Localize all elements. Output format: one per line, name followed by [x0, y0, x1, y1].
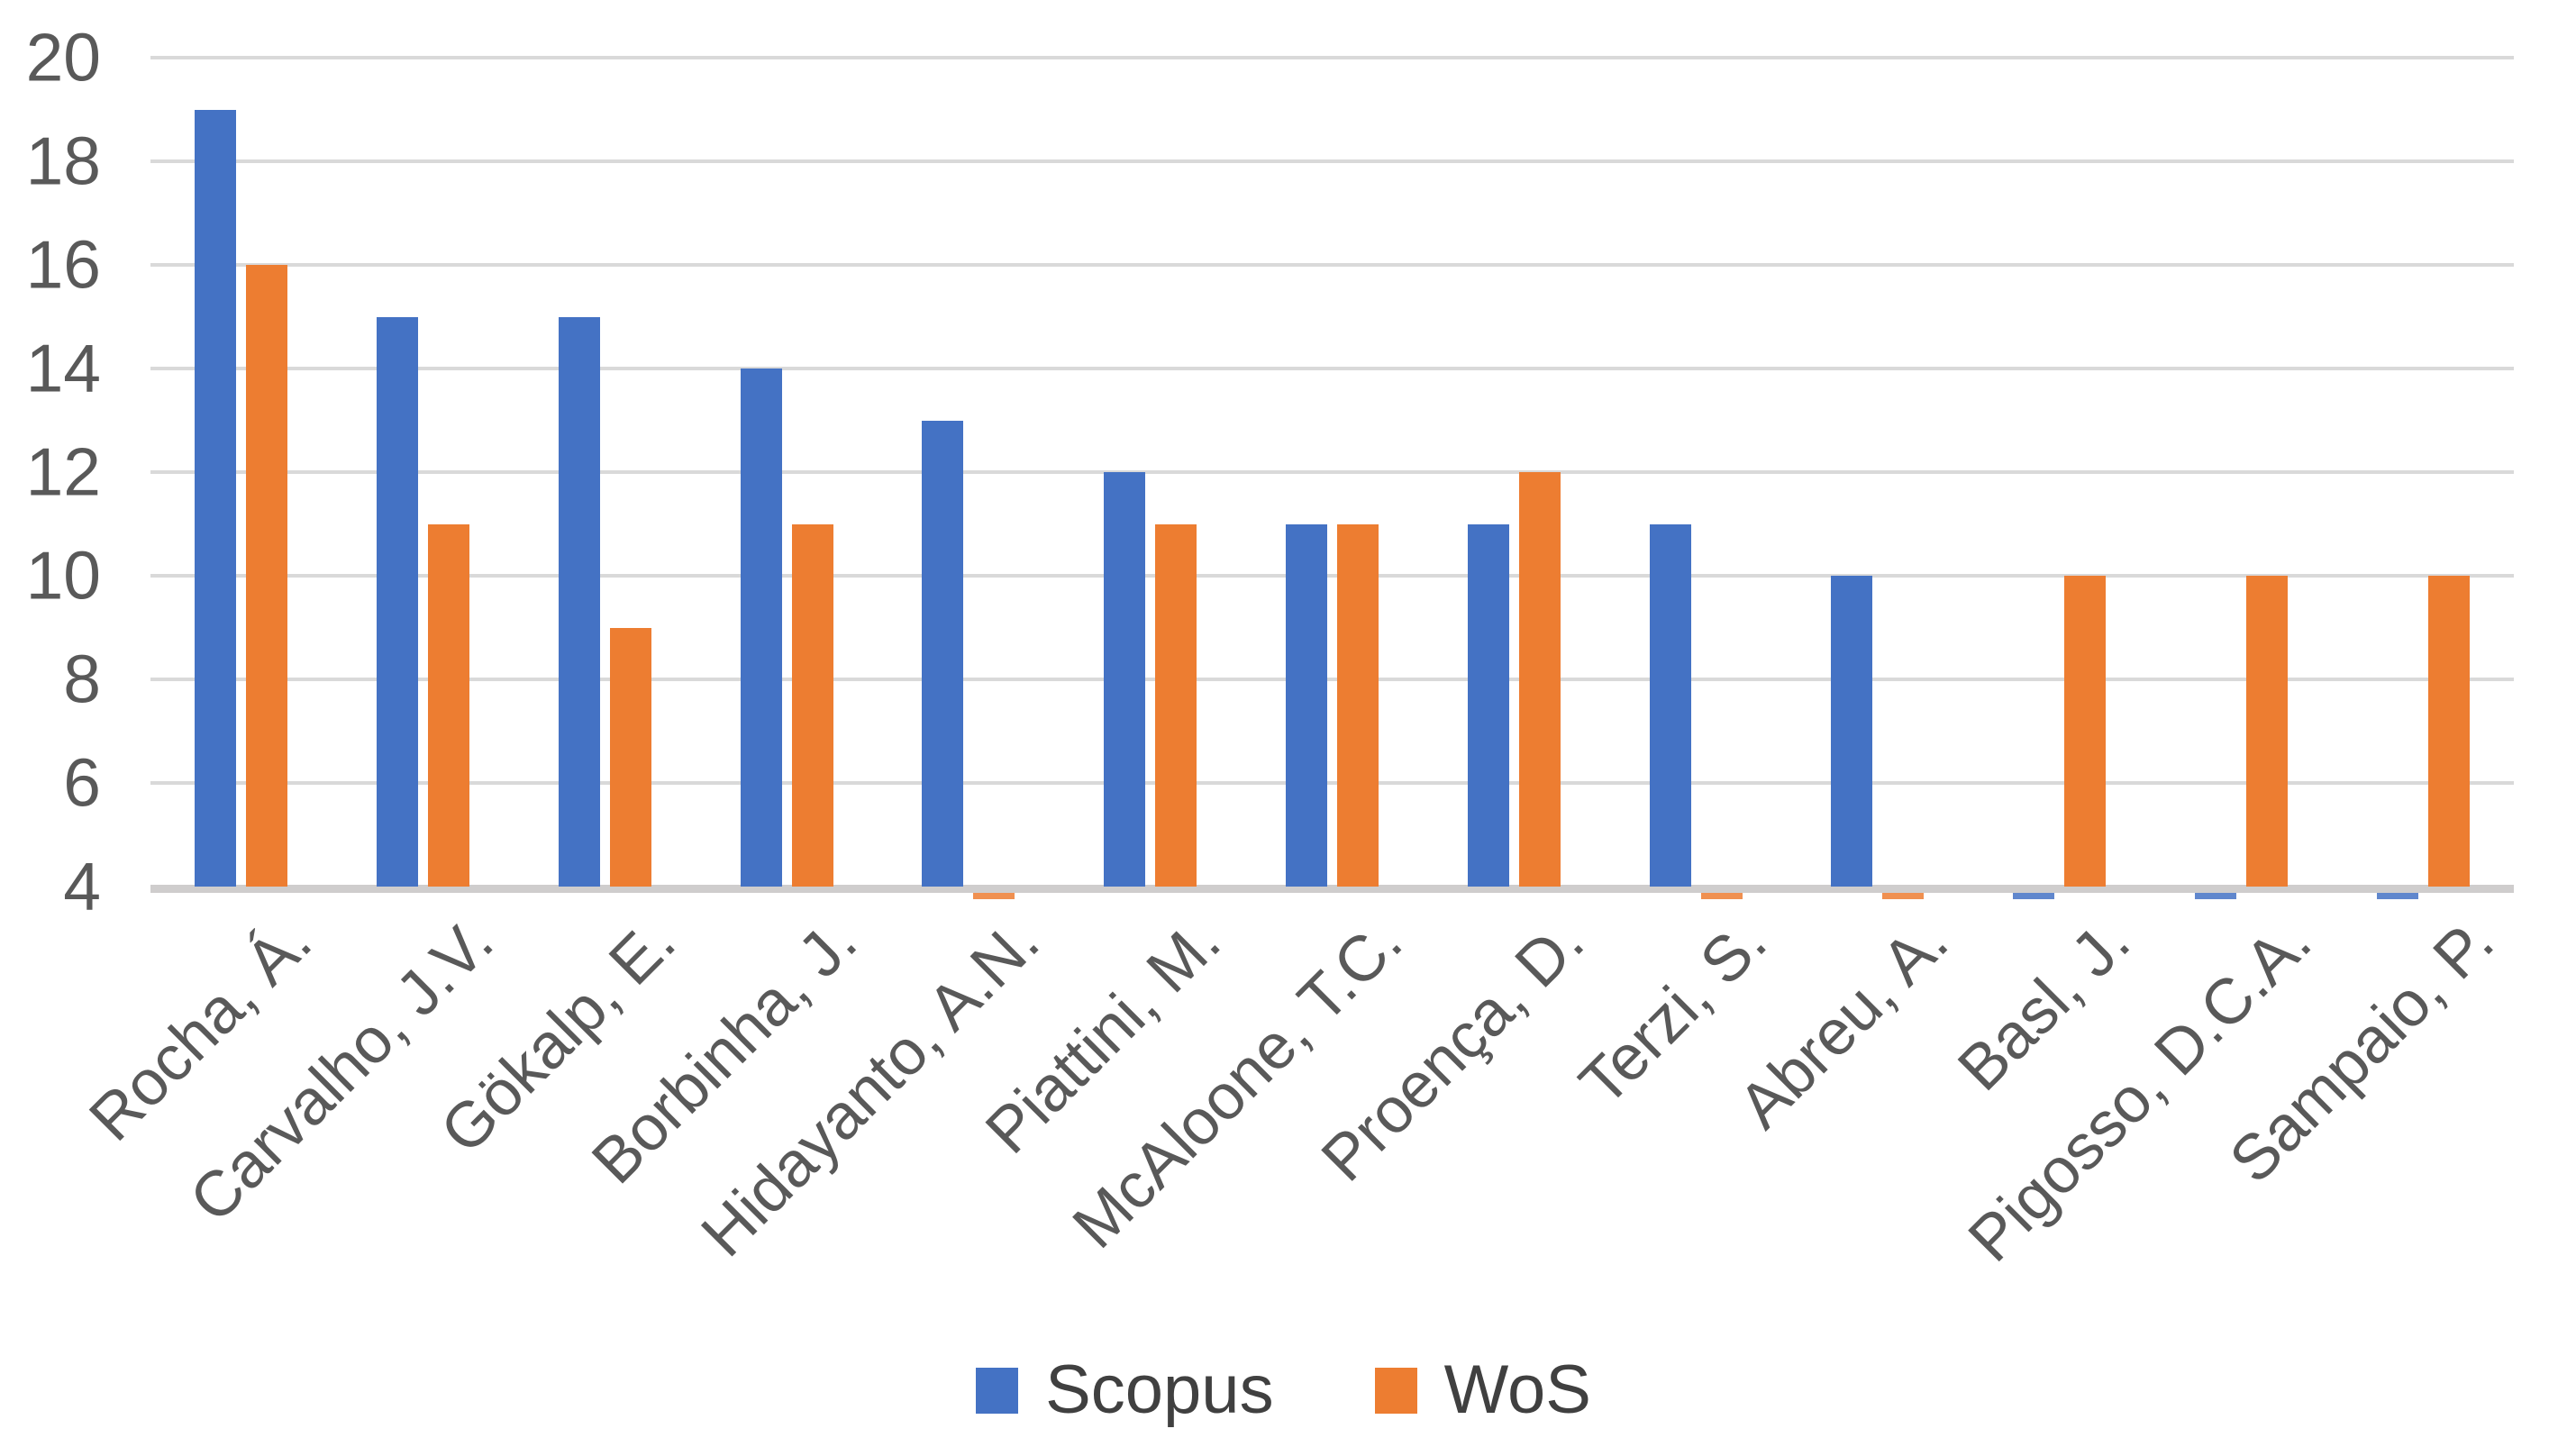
gridline: [150, 470, 2514, 474]
bar-wos: [2064, 576, 2107, 887]
y-tick-label: 4: [63, 848, 101, 924]
gridline: [150, 56, 2514, 59]
bar-scopus: [1831, 576, 1873, 887]
gridline: [150, 263, 2514, 267]
bar-wos: [1337, 523, 1379, 887]
bar-scopus-clipped: [2194, 893, 2236, 899]
legend-item-wos: WoS: [1374, 1350, 1591, 1431]
bar-scopus-clipped: [2376, 893, 2418, 899]
bar-scopus: [1649, 523, 1691, 887]
bar-scopus: [922, 420, 964, 887]
bar-scopus-clipped: [2013, 893, 2055, 899]
bar-scopus: [195, 109, 237, 887]
bar-wos: [1518, 472, 1561, 887]
legend-label-scopus: Scopus: [1045, 1351, 1274, 1428]
x-axis-line: [150, 885, 2514, 893]
bar-wos-clipped: [1882, 893, 1925, 899]
bar-wos: [1155, 523, 1197, 887]
bar-wos: [2427, 576, 2470, 887]
bar-scopus: [377, 316, 419, 887]
bar-wos-clipped: [973, 893, 1015, 899]
bar-wos: [2245, 576, 2288, 887]
scopus-swatch-icon: [976, 1367, 1019, 1414]
x-category-label: McAloone, T.C.: [1060, 905, 1416, 1262]
bar-scopus: [1104, 472, 1146, 887]
x-category-label: Pigosso, D.C.A.: [1955, 905, 2326, 1276]
y-tick-label: 8: [63, 641, 101, 717]
bar-scopus: [740, 369, 782, 887]
legend-item-scopus: Scopus: [976, 1350, 1274, 1431]
gridline: [150, 574, 2514, 578]
gridline: [150, 678, 2514, 681]
bar-scopus: [1286, 523, 1327, 887]
y-tick-label: 12: [25, 433, 101, 510]
y-tick-label: 16: [25, 226, 101, 303]
gridline: [150, 159, 2514, 163]
bar-wos: [609, 627, 651, 887]
legend-label-wos: WoS: [1443, 1351, 1591, 1428]
bar-wos: [791, 523, 833, 887]
y-tick-label: 20: [25, 19, 101, 96]
bar-wos: [428, 523, 470, 887]
y-tick-label: 14: [25, 330, 101, 406]
bar-wos-clipped: [1700, 893, 1743, 899]
y-tick-label: 18: [25, 123, 101, 199]
bar-scopus: [558, 316, 600, 887]
x-category-label: Hidayanto, A.N.: [687, 905, 1053, 1270]
bar-wos: [246, 265, 288, 887]
legend: Scopus WoS: [0, 1350, 2567, 1431]
wos-swatch-icon: [1374, 1367, 1417, 1414]
bar-scopus: [1467, 523, 1509, 887]
gridline: [150, 781, 2514, 785]
y-tick-label: 6: [63, 744, 101, 821]
y-tick-label: 10: [25, 537, 101, 614]
gridline: [150, 367, 2514, 370]
